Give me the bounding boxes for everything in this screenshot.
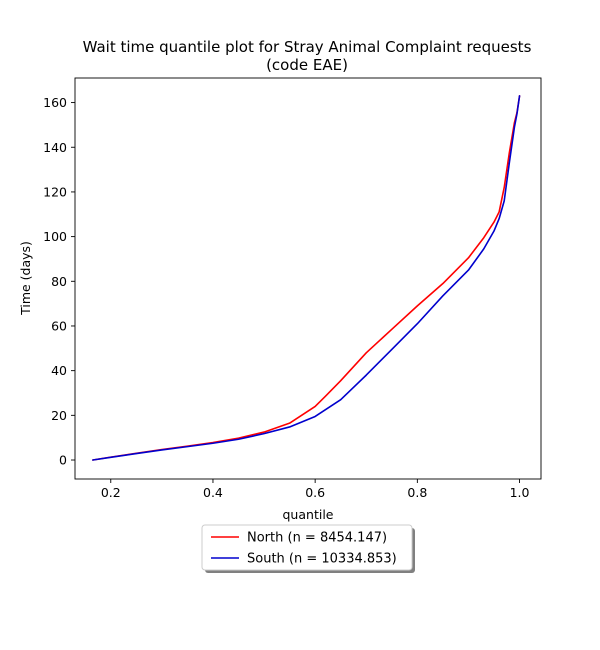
chart-title: Wait time quantile plot for Stray Animal… xyxy=(83,38,532,56)
y-axis-label: Time (days) xyxy=(18,241,33,316)
y-tick-label: 160 xyxy=(43,95,67,110)
series-line-south xyxy=(92,95,521,461)
y-tick-label: 20 xyxy=(51,408,67,423)
plot-area xyxy=(74,77,542,480)
y-tick-label: 140 xyxy=(43,140,67,155)
y-axis: 0 20 40 60 80 100 120 140 160 xyxy=(43,95,75,468)
legend: North (n = 8454.147) South (n = 10334.853… xyxy=(201,524,415,573)
x-tick-label: 1.0 xyxy=(510,485,530,500)
plot-frame xyxy=(74,77,542,480)
x-axis: 0.2 0.4 0.6 0.8 1.0 xyxy=(101,479,530,500)
legend-label-south: South (n = 10334.853) xyxy=(247,552,397,567)
y-tick-label: 40 xyxy=(51,363,67,378)
y-tick-label: 80 xyxy=(51,274,67,289)
x-tick-label: 0.4 xyxy=(203,485,223,500)
legend-box xyxy=(201,524,413,571)
x-tick-label: 0.8 xyxy=(407,485,427,500)
x-tick-label: 0.2 xyxy=(101,485,121,500)
y-tick-label: 60 xyxy=(51,318,67,333)
series-line-north xyxy=(92,95,521,461)
chart-subtitle: (code EAE) xyxy=(266,56,348,74)
x-axis-label: quantile xyxy=(283,507,334,522)
y-tick-label: 0 xyxy=(59,453,67,468)
y-tick-label: 120 xyxy=(43,184,67,199)
y-tick-label: 100 xyxy=(43,229,67,244)
x-tick-label: 0.6 xyxy=(305,485,325,500)
legend-label-north: North (n = 8454.147) xyxy=(247,531,387,546)
